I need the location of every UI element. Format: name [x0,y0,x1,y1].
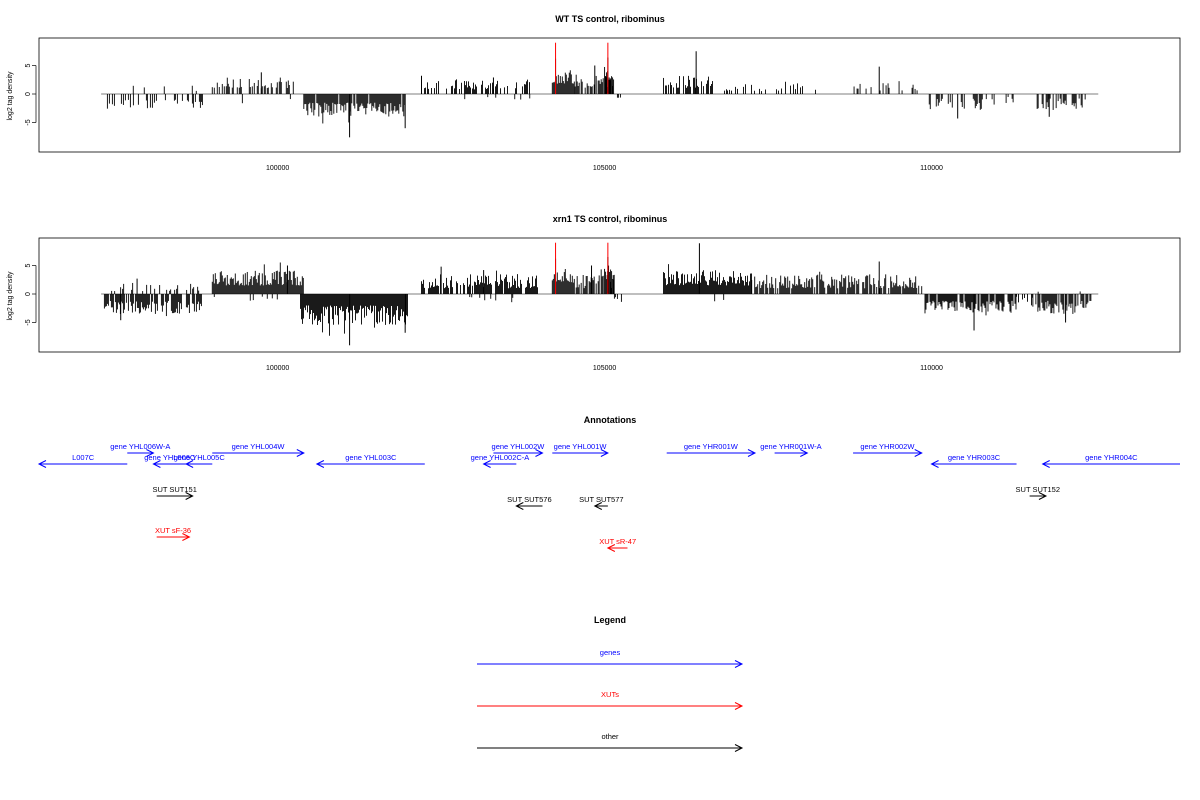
legend-entry-label: XUTs [601,690,619,699]
wt-coverage-track: WT TS control, ribominus 5 0 -5 log2 tag den… [7,14,1181,172]
legend-arrowhead [734,702,744,710]
annotation-label: gene YHL002C-A [471,453,530,462]
arrowhead [1038,492,1048,500]
arrowhead [37,460,47,468]
arrowhead [593,502,603,510]
annotation-label: SUT SUT576 [507,495,551,504]
xrn1-coverage-track: xrn1 TS control, ribominus 5 0 -5 log2 tag d… [7,214,1181,372]
plot-title: xrn1 TS control, ribominus [553,214,668,224]
annotation-label: gene YHL005C [174,453,226,462]
annotation-label: SUT SUT152 [1016,485,1060,494]
y-tick-label: 5 [25,63,32,67]
arrowhead [535,449,544,457]
y-tick-label: 0 [25,292,32,296]
annotation-label: XUT sR-47 [599,537,636,546]
annotation-label: gene YHR001W [684,442,739,451]
annotation-label: L007C [72,453,95,462]
legend-entry-label: genes [600,648,621,657]
annotation-label: gene YHL001W [554,442,608,451]
annotation-label: SUT SUT151 [152,485,196,494]
x-tick-label: 100000 [266,365,289,372]
arrowhead [914,449,923,457]
x-tick-label: 110000 [920,365,943,372]
legend-entry-label: other [601,732,619,741]
annotation-label: SUT SUT577 [579,495,623,504]
annotations-track: Annotations L007C gene YHL006W-A gene YHL0… [37,415,1180,552]
arrowhead [152,460,161,468]
x-tick-label: 105000 [593,165,616,172]
arrowhead [185,492,194,500]
plot-title: WT TS control, ribominus [555,14,665,24]
plot-frame [38,37,1181,153]
annotation-label: gene YHL004W [232,442,286,451]
annotation-label: gene YHR004C [1085,453,1138,462]
legend: Legend genes XUTs other [477,615,744,752]
annotation-label: XUT sF-36 [155,526,191,535]
legend-title: Legend [594,615,626,625]
annotation-label: gene YHR001W-A [760,442,821,451]
arrowhead [315,460,325,468]
annotation-label: gene YHL002W [492,442,546,451]
x-tick-label: 110000 [920,165,943,172]
arrowhead [1041,460,1050,468]
x-tick-label: 105000 [593,365,616,372]
legend-arrowhead [734,744,744,752]
arrowhead [182,533,191,541]
x-tick-label: 100000 [266,165,289,172]
arrowhead [146,449,155,457]
y-tick-label: -5 [25,319,32,325]
annotations-title: Annotations [584,415,637,425]
annotation-label: gene YHL003C [345,453,397,462]
y-tick-label: 5 [25,263,32,267]
annotation-label: gene YHR002W [860,442,915,451]
arrowhead [482,460,491,468]
annotation-label: gene YHR003C [948,453,1001,462]
arrowhead [296,449,305,457]
plot-frame [38,237,1181,353]
annotation-label: gene YHL006W-A [110,442,170,451]
y-axis-label: log2 tag density [7,271,14,321]
arrowhead [930,460,939,468]
arrowhead [515,502,524,510]
y-tick-label: 0 [25,92,32,96]
arrowhead [747,449,757,457]
legend-arrowhead [734,660,744,668]
arrowhead [800,449,809,457]
arrowhead [185,460,194,468]
y-axis-label: log2 tag density [7,71,14,121]
y-tick-label: -5 [25,119,32,125]
arrowhead [606,544,616,552]
annotation-label: gene YHL006C [144,453,196,462]
arrowhead [600,449,609,457]
